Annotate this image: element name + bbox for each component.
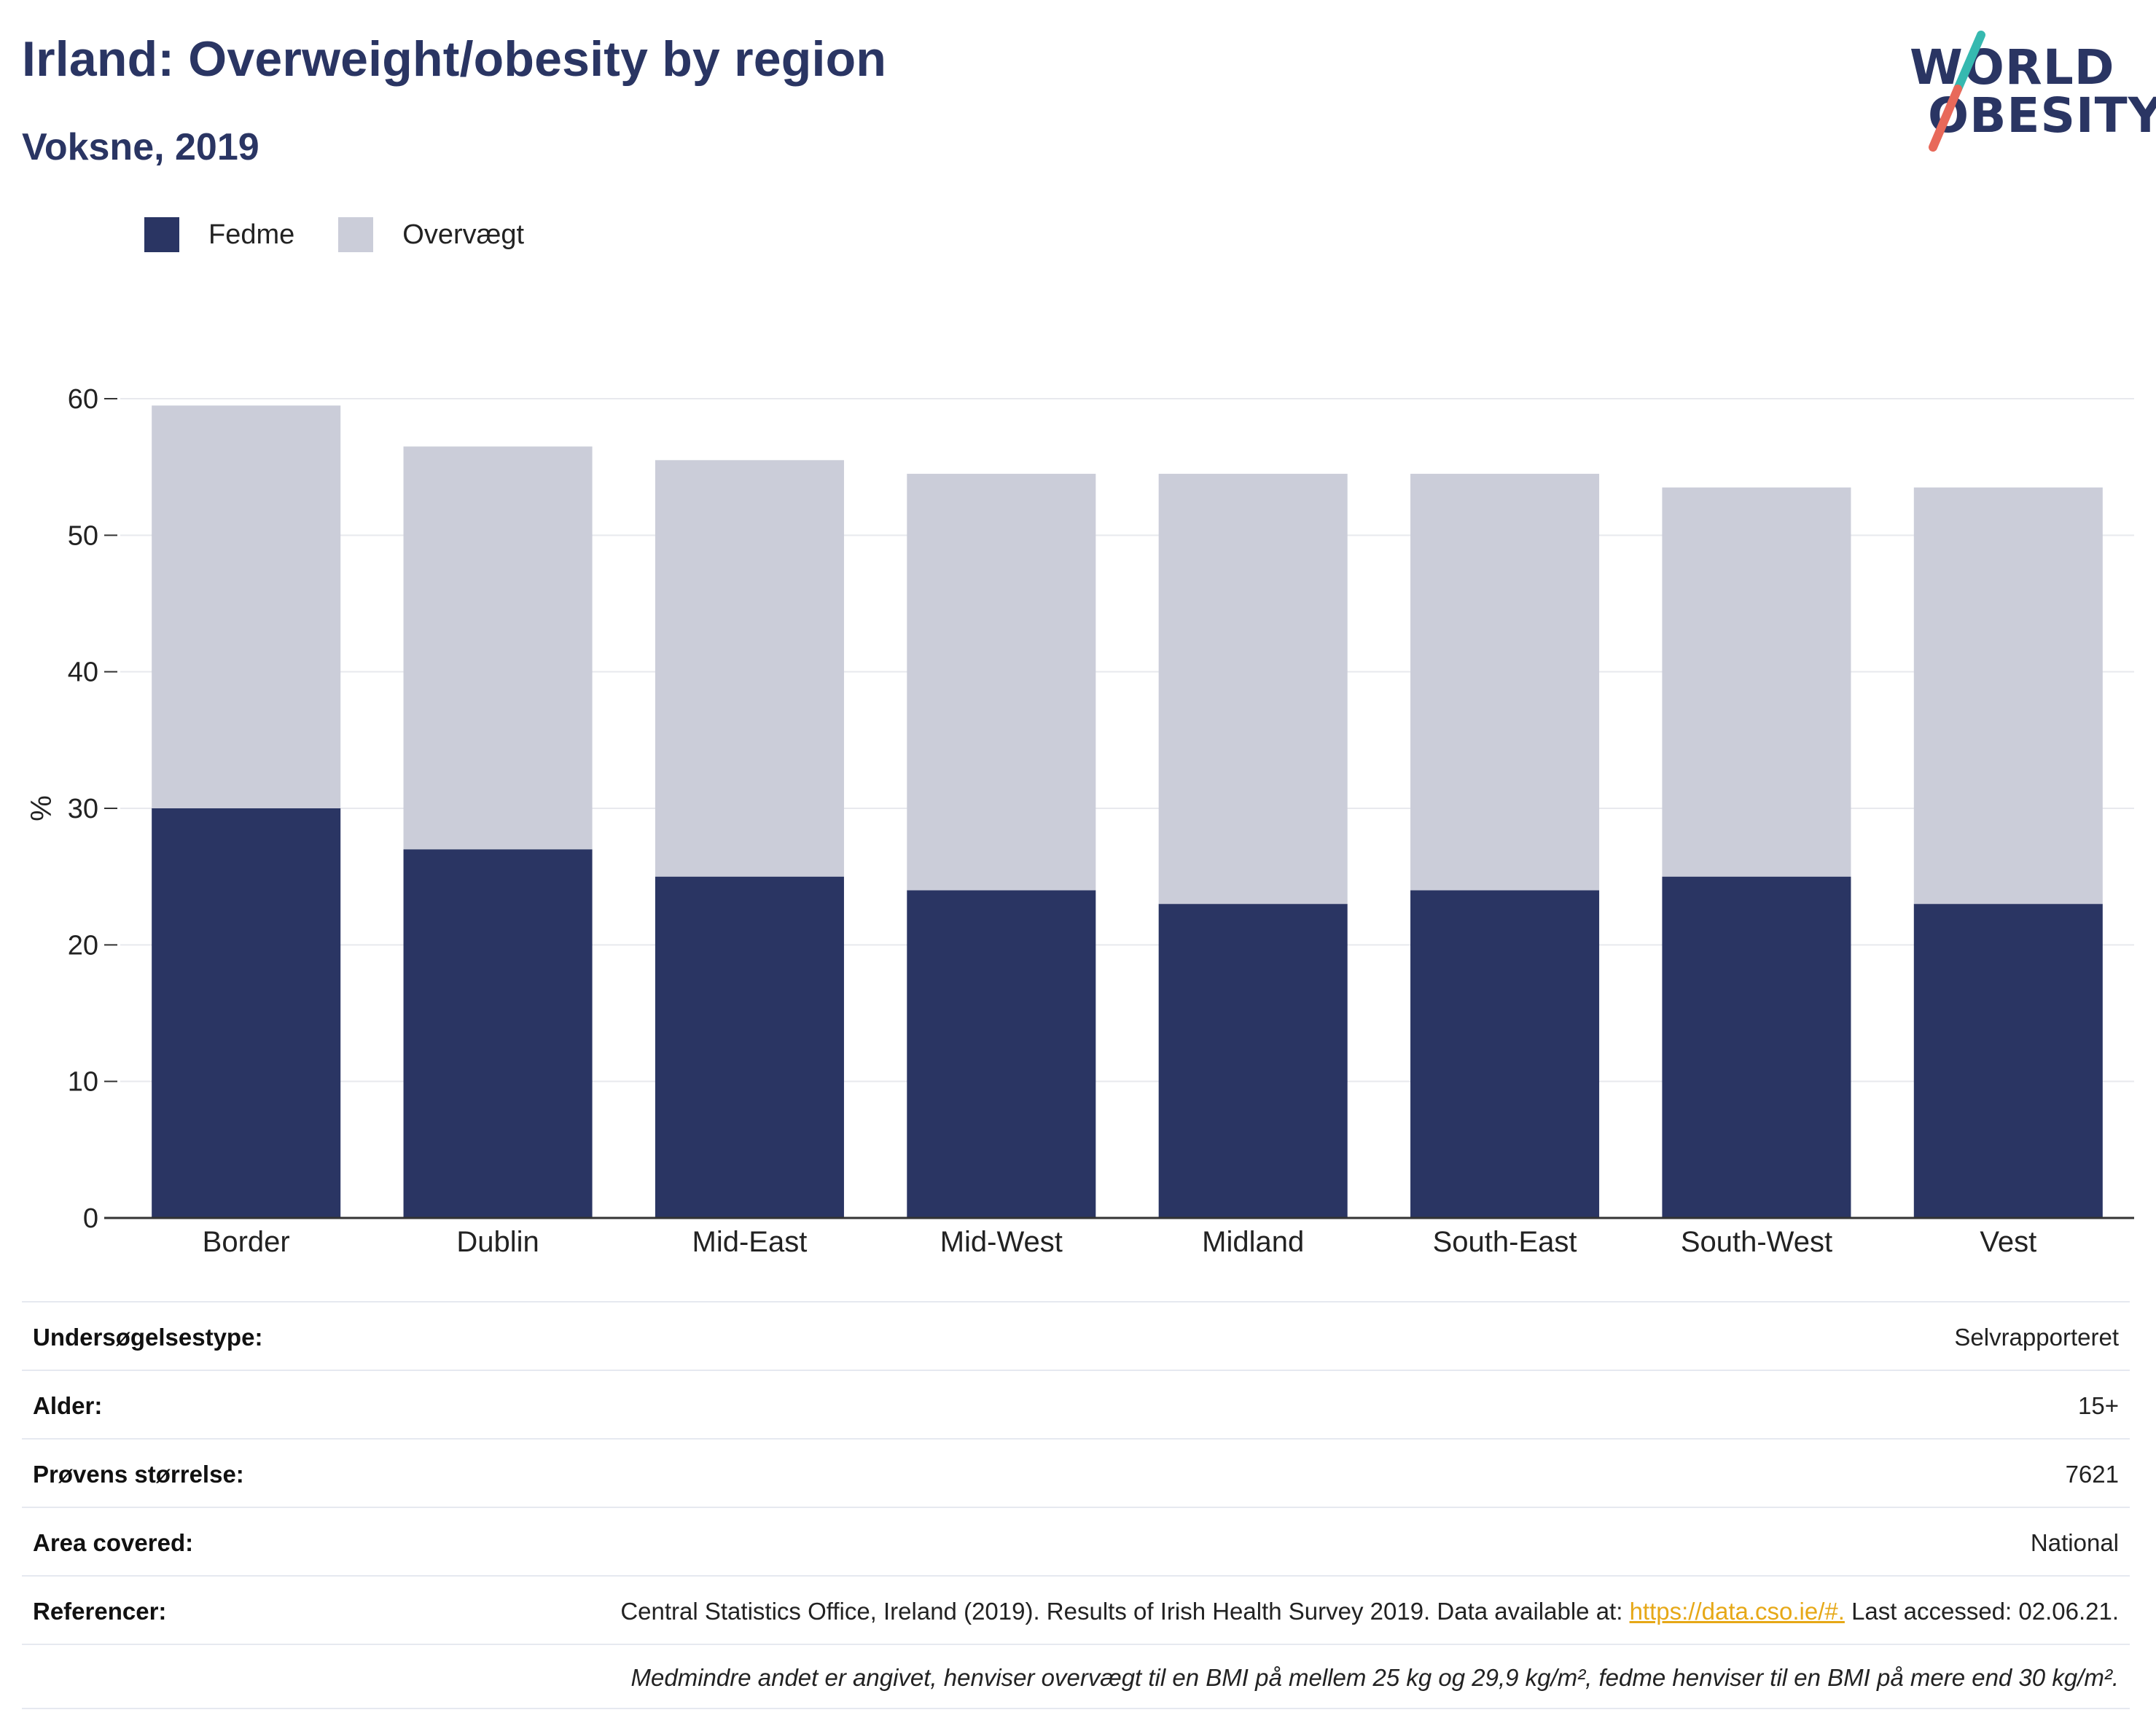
y-tick-label: 30 <box>68 794 98 824</box>
x-tick-label: Mid-West <box>940 1226 1063 1258</box>
info-label: Undersøgelsestype: <box>33 1324 263 1351</box>
bar-fedme <box>1913 904 2103 1218</box>
bar-fedme <box>1158 904 1348 1218</box>
bar-fedme <box>907 890 1096 1218</box>
stacked-bar-chart: 0 10 20 30 40 50 60% Border Dublin Mid-East Mid-We… <box>26 384 2134 1258</box>
bar-overvaegt <box>1662 487 1851 877</box>
info-value: National <box>2030 1529 2119 1556</box>
logo-line-2: OBESITY <box>1928 87 2156 144</box>
references-text-after: Last accessed: 02.06.21. <box>1844 1598 2119 1625</box>
info-label: Prøvens størrelse: <box>33 1461 244 1488</box>
legend-item-overvaegt[interactable]: Overvægt <box>338 217 524 252</box>
info-value: 15+ <box>2078 1392 2119 1419</box>
legend-item-fedme[interactable]: Fedme <box>144 217 294 252</box>
bar-overvaegt <box>907 474 1096 891</box>
legend-swatch-overvaegt <box>338 217 374 252</box>
bar-overvaegt <box>1410 474 1600 891</box>
references-text: Central Statistics Office, Ireland (2019… <box>620 1596 2119 1628</box>
bar-fedme <box>152 808 341 1218</box>
info-label: Referencer: <box>33 1598 167 1625</box>
logo-slash-icon <box>1929 31 1985 152</box>
bar-overvaegt <box>403 446 593 850</box>
chart-title: Irland: Overweight/obesity by region <box>22 31 887 87</box>
info-row-sample-size: Prøvens størrelse: 7621 <box>22 1438 2130 1507</box>
info-row-references: Referencer: Central Statistics Office, I… <box>22 1575 2130 1644</box>
y-tick-label: 0 <box>83 1203 98 1234</box>
bar-fedme <box>1410 890 1600 1218</box>
bar-fedme <box>655 876 844 1218</box>
y-tick-label: 60 <box>68 384 98 415</box>
x-tick-label: Vest <box>1980 1226 2036 1258</box>
references-text-before: Central Statistics Office, Ireland (2019… <box>620 1598 1630 1625</box>
logo-line-1: WORLD <box>1910 39 2115 95</box>
chart-subtitle: Voksne, 2019 <box>22 126 259 168</box>
info-row-age: Alder: 15+ <box>22 1370 2130 1438</box>
x-tick-label: Border <box>203 1226 290 1258</box>
legend-swatch-fedme <box>144 217 179 252</box>
y-tick-label: 10 <box>68 1067 98 1098</box>
info-row-area-covered: Area covered: National <box>22 1507 2130 1575</box>
world-obesity-logo: WORLD OBESITY <box>1895 22 2156 153</box>
bar-fedme <box>403 849 593 1218</box>
info-table: Undersøgelsestype: Selvrapporteret Alder… <box>22 1301 2130 1709</box>
info-label: Area covered: <box>33 1529 194 1556</box>
legend-label-overvaegt: Overvægt <box>402 219 525 250</box>
bar-overvaegt <box>1158 474 1348 905</box>
x-tick-label: Mid-East <box>692 1226 808 1258</box>
x-tick-label: Midland <box>1202 1226 1304 1258</box>
legend-label-fedme: Fedme <box>208 219 295 250</box>
x-tick-label: South-East <box>1433 1226 1577 1258</box>
y-axis-label: % <box>26 795 58 821</box>
y-tick-label: 40 <box>68 657 98 688</box>
y-tick-label: 50 <box>68 520 98 551</box>
bar-overvaegt <box>152 405 341 808</box>
info-label: Alder: <box>33 1392 103 1419</box>
info-row-survey-type: Undersøgelsestype: Selvrapporteret <box>22 1301 2130 1370</box>
info-value: 7621 <box>2065 1461 2119 1488</box>
y-tick-label: 20 <box>68 930 98 961</box>
references-link[interactable]: https://data.cso.ie/#. <box>1629 1598 1845 1625</box>
info-value: Selvrapporteret <box>1954 1324 2119 1351</box>
footnote: Medmindre andet er angivet, henviser ove… <box>22 1644 2130 1709</box>
bar-overvaegt <box>655 460 844 877</box>
bar-overvaegt <box>1913 487 2103 905</box>
x-tick-label: South-West <box>1681 1226 1832 1258</box>
bar-fedme <box>1662 876 1851 1218</box>
x-tick-label: Dublin <box>456 1226 539 1258</box>
chart-legend: Fedme Overvægt <box>144 216 568 254</box>
